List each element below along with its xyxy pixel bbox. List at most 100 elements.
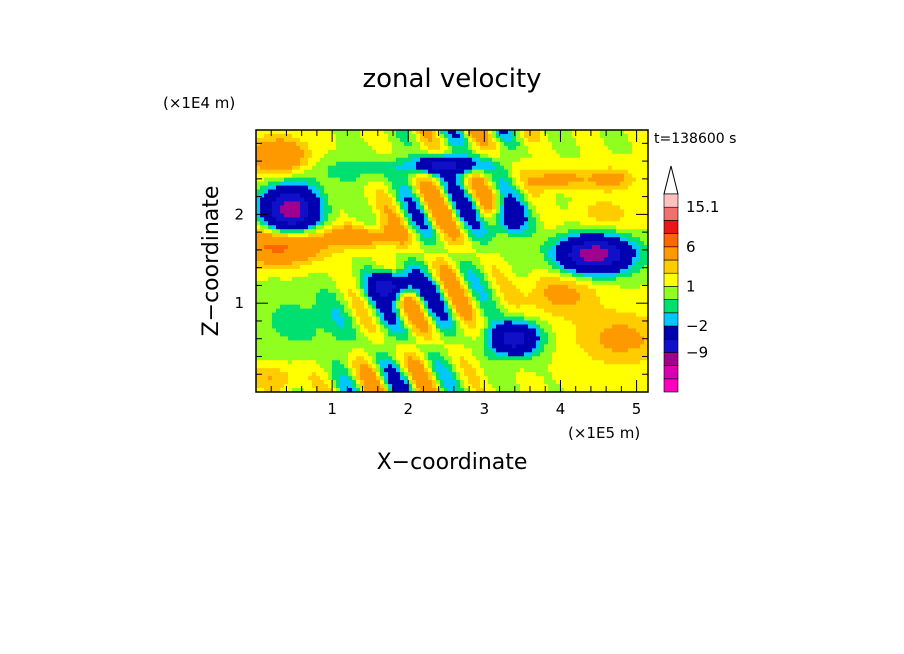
heatmap-cell [280, 169, 285, 175]
heatmap-cell [560, 292, 565, 298]
heatmap-cell [576, 316, 581, 322]
heatmap-cell [464, 153, 469, 159]
heatmap-cell [372, 300, 377, 306]
heatmap-cell [608, 328, 613, 334]
heatmap-cell [404, 253, 409, 258]
heatmap-cell [576, 288, 581, 294]
heatmap-cell [528, 241, 533, 246]
heatmap-cell [488, 133, 493, 139]
heatmap-cell [356, 257, 361, 262]
heatmap-cell [496, 169, 501, 175]
heatmap-cell [292, 249, 297, 254]
heatmap-cell [636, 253, 641, 258]
heatmap-cell [340, 181, 345, 187]
heatmap-cell [316, 137, 321, 143]
heatmap-cell [628, 173, 633, 179]
heatmap-cell [392, 225, 397, 230]
heatmap-cell [640, 324, 645, 330]
heatmap-cell [556, 217, 561, 222]
heatmap-cell [580, 145, 585, 151]
heatmap-cell [480, 141, 485, 147]
heatmap-cell [424, 300, 429, 306]
heatmap-cell [324, 177, 329, 183]
heatmap-cell [592, 217, 597, 222]
heatmap-cell [504, 130, 509, 135]
heatmap-cell [456, 328, 461, 334]
heatmap-cell [348, 137, 353, 143]
heatmap-cell [644, 237, 648, 242]
heatmap-cell [424, 193, 429, 199]
heatmap-cell [404, 157, 409, 163]
heatmap-cell [432, 213, 437, 218]
heatmap-cell [440, 197, 445, 203]
heatmap-cell [400, 141, 405, 147]
heatmap-cell [596, 272, 601, 278]
heatmap-cell [376, 284, 381, 290]
heatmap-cell [612, 217, 617, 222]
heatmap-cell [628, 153, 633, 159]
heatmap-cell [392, 280, 397, 286]
heatmap-cell [552, 145, 557, 151]
heatmap-cell [340, 272, 345, 278]
heatmap-cell [388, 304, 393, 310]
heatmap-cell [392, 233, 397, 238]
heatmap-cell [636, 324, 641, 330]
heatmap-cell [436, 229, 441, 234]
heatmap-cell [344, 233, 349, 238]
heatmap-cell [560, 264, 565, 270]
heatmap-cell [444, 185, 449, 191]
heatmap-cell [316, 233, 321, 238]
heatmap-cell [284, 157, 289, 163]
heatmap-cell [304, 173, 309, 179]
heatmap-cell [528, 149, 533, 155]
heatmap-cell [364, 213, 369, 218]
heatmap-cell [316, 165, 321, 171]
heatmap-cell [604, 312, 609, 318]
heatmap-cell [400, 130, 405, 135]
heatmap-cell [512, 257, 517, 262]
heatmap-cell [492, 161, 497, 167]
heatmap-cell [424, 253, 429, 258]
heatmap-cell [596, 292, 601, 298]
heatmap-cell [572, 312, 577, 318]
heatmap-cell [280, 189, 285, 195]
heatmap-cell [496, 237, 501, 242]
heatmap-cell [304, 316, 309, 322]
heatmap-cell [464, 157, 469, 163]
heatmap-cell [592, 173, 597, 179]
heatmap-cell [368, 280, 373, 286]
heatmap-cell [544, 133, 549, 139]
heatmap-cell [324, 145, 329, 151]
heatmap-cell [260, 284, 265, 290]
heatmap-cell [312, 145, 317, 151]
heatmap-cell [292, 324, 297, 330]
heatmap-cell [336, 193, 341, 199]
heatmap-cell [636, 145, 641, 151]
heatmap-cell [532, 272, 537, 278]
heatmap-cell [516, 328, 521, 334]
heatmap-cell [416, 249, 421, 254]
heatmap-cell [528, 268, 533, 274]
heatmap-cell [528, 181, 533, 187]
heatmap-cell [580, 153, 585, 159]
heatmap-cell [324, 328, 329, 334]
heatmap-cell [528, 161, 533, 167]
heatmap-cell [588, 249, 593, 254]
heatmap-cell [448, 205, 453, 210]
heatmap-cell [420, 233, 425, 238]
heatmap-cell [420, 300, 425, 306]
heatmap-cell [460, 149, 465, 155]
heatmap-cell [440, 253, 445, 258]
heatmap-cell [568, 284, 573, 290]
heatmap-cell [452, 320, 457, 326]
heatmap-cell [416, 284, 421, 290]
heatmap-cell [488, 261, 493, 266]
heatmap-cell [260, 320, 265, 326]
heatmap-cell [460, 133, 465, 139]
heatmap-cell [492, 284, 497, 290]
heatmap-cell [420, 264, 425, 270]
heatmap-cell [440, 169, 445, 175]
heatmap-cell [560, 272, 565, 278]
heatmap-cell [304, 130, 309, 135]
heatmap-cell [460, 213, 465, 218]
